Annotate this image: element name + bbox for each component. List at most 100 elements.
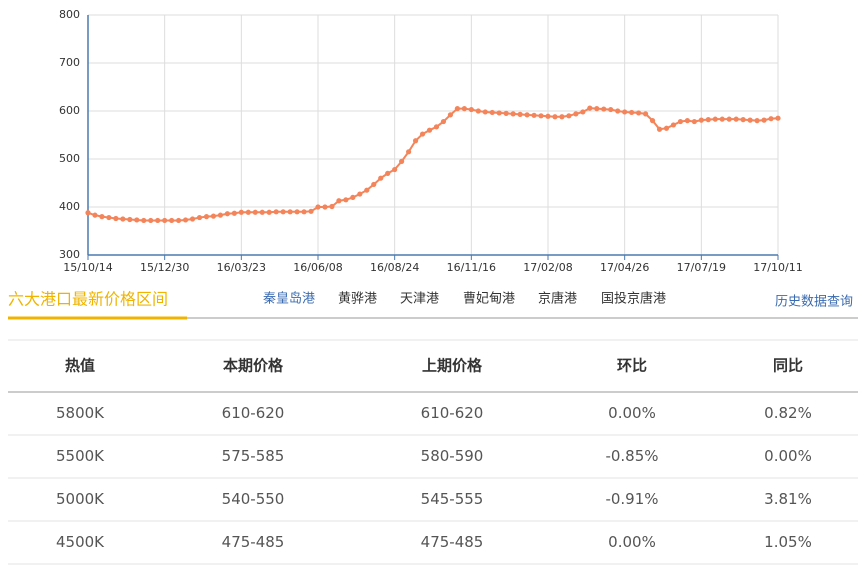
- price-point: [148, 217, 154, 224]
- table-cell: 475-485: [421, 533, 484, 551]
- price-point: [538, 113, 544, 119]
- price-point: [210, 213, 217, 219]
- price-point: [566, 113, 572, 119]
- price-point: [545, 113, 551, 119]
- price-point: [196, 214, 203, 221]
- price-point: [371, 181, 377, 188]
- price-point: [719, 116, 725, 122]
- price-point: [649, 118, 656, 124]
- x-tick-label: 16/11/16: [447, 261, 496, 274]
- price-point: [252, 209, 258, 215]
- price-point: [113, 215, 119, 222]
- price-point: [134, 217, 140, 223]
- price-point: [287, 209, 293, 215]
- price-point: [754, 118, 760, 124]
- price-point: [343, 197, 349, 203]
- price-point: [468, 106, 474, 113]
- price-point: [775, 115, 781, 121]
- port-tab[interactable]: 国投京唐港: [601, 291, 666, 307]
- price-point: [315, 204, 321, 210]
- price-point: [273, 209, 279, 215]
- table-header: 本期价格: [223, 357, 284, 375]
- x-tick-label: 15/10/14: [63, 261, 112, 274]
- price-point: [573, 111, 579, 117]
- tab-title: 六大港口最新价格区间: [8, 290, 168, 309]
- price-point: [238, 209, 244, 215]
- price-point: [412, 138, 419, 144]
- y-tick-label: 300: [59, 248, 80, 261]
- price-point: [182, 217, 189, 223]
- table-cell: 5000K: [56, 490, 105, 508]
- price-point: [217, 212, 224, 218]
- price-point: [587, 105, 593, 111]
- price-point: [120, 216, 126, 222]
- table-cell: 610-620: [421, 404, 484, 422]
- price-point: [705, 117, 711, 123]
- table-cell: 575-585: [222, 447, 285, 465]
- price-point: [629, 109, 635, 116]
- price-point: [440, 118, 447, 125]
- table-cell: 610-620: [222, 404, 285, 422]
- price-point: [601, 106, 607, 112]
- price-point: [364, 187, 370, 193]
- table-header: 上期价格: [422, 357, 483, 375]
- price-point: [698, 117, 704, 123]
- price-point: [245, 209, 251, 215]
- price-point: [642, 111, 649, 117]
- price-point: [475, 108, 481, 114]
- table-cell: 0.00%: [764, 447, 812, 465]
- port-tab[interactable]: 秦皇岛港: [263, 291, 315, 307]
- price-point: [329, 203, 335, 210]
- table-cell: 5500K: [56, 447, 105, 465]
- price-point: [691, 118, 697, 125]
- port-tab[interactable]: 天津港: [400, 292, 439, 307]
- price-point: [294, 209, 300, 215]
- port-tab[interactable]: 曹妃甸港: [463, 292, 515, 307]
- y-tick-label: 800: [59, 8, 80, 21]
- table-cell: 540-550: [222, 490, 285, 508]
- table-cell: 580-590: [421, 447, 484, 465]
- price-point: [761, 117, 767, 123]
- price-point: [559, 114, 565, 120]
- y-tick-label: 400: [59, 200, 80, 213]
- price-point: [503, 110, 509, 116]
- history-link[interactable]: 历史数据查询: [775, 295, 853, 310]
- x-tick-label: 17/07/19: [677, 261, 726, 274]
- table-cell: 475-485: [222, 533, 285, 551]
- price-point: [622, 109, 628, 115]
- table-cell: 1.05%: [764, 533, 812, 551]
- price-point: [280, 209, 286, 215]
- price-point: [615, 108, 621, 114]
- table-cell: 545-555: [421, 490, 484, 508]
- price-point: [392, 166, 398, 173]
- price-point: [552, 114, 558, 120]
- price-point: [447, 112, 454, 118]
- price-point: [155, 217, 161, 224]
- price-point: [594, 106, 600, 112]
- table-cell: 5800K: [56, 404, 105, 422]
- price-point: [712, 116, 718, 122]
- price-point: [433, 124, 440, 130]
- x-tick-label: 16/08/24: [370, 261, 419, 274]
- price-point: [176, 217, 182, 224]
- price-line: [87, 107, 779, 222]
- table-cell: -0.85%: [605, 447, 658, 465]
- price-point: [426, 127, 433, 133]
- price-point: [357, 191, 363, 197]
- x-tick-label: 16/06/08: [293, 261, 342, 274]
- port-tab[interactable]: 黄骅港: [338, 292, 377, 307]
- price-point: [169, 217, 175, 224]
- price-point: [419, 131, 426, 137]
- price-point: [224, 211, 230, 217]
- price-point: [496, 110, 502, 116]
- price-point: [454, 106, 460, 112]
- price-point: [747, 117, 753, 123]
- port-tab[interactable]: 京唐港: [538, 291, 577, 307]
- price-point: [531, 112, 537, 118]
- table-cell: 4500K: [56, 533, 105, 551]
- price-point: [677, 118, 684, 125]
- y-tick-label: 500: [59, 152, 80, 165]
- price-point: [322, 204, 328, 210]
- price-point: [85, 210, 91, 216]
